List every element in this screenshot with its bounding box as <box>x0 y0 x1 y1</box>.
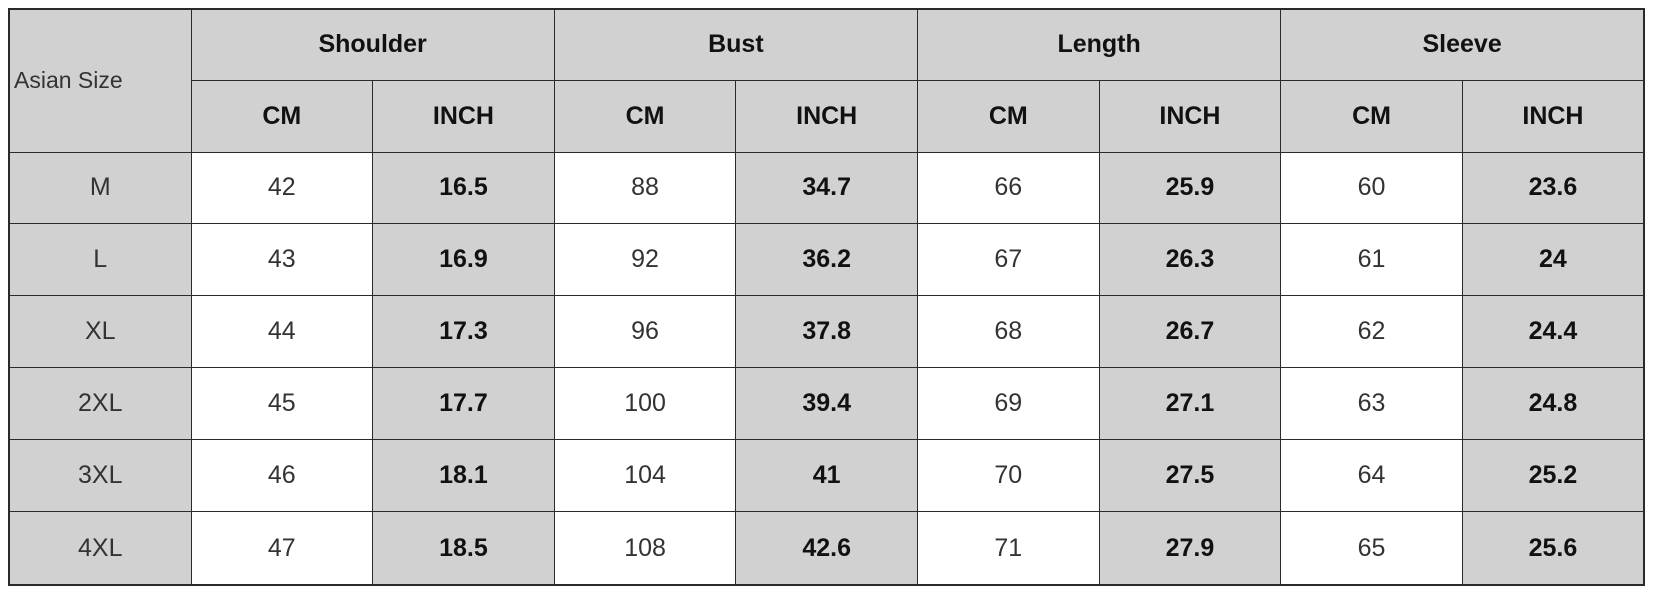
group-header-bust: Bust <box>553 8 919 81</box>
cm-value-cell: 66 <box>917 151 1100 225</box>
size-cell: 4XL <box>8 511 192 586</box>
inch-value-cell: 24.4 <box>1461 295 1645 369</box>
inch-value-cell: 36.2 <box>735 223 918 297</box>
cm-value-cell: 100 <box>553 367 737 441</box>
table-row: XL 44 17.3 96 37.8 68 26.7 62 24.4 <box>8 295 1645 369</box>
cm-value-cell: 60 <box>1280 151 1463 225</box>
inch-value-cell: 41 <box>735 439 918 513</box>
cm-value-cell: 47 <box>190 511 374 586</box>
inch-value-cell: 39.4 <box>735 367 918 441</box>
cm-value-cell: 108 <box>553 511 737 586</box>
cm-value-cell: 88 <box>553 151 737 225</box>
asian-size-header: Asian Size <box>8 8 192 153</box>
cm-value-cell: 62 <box>1280 295 1463 369</box>
inch-value-cell: 25.6 <box>1461 511 1645 586</box>
cm-value-cell: 71 <box>917 511 1100 586</box>
size-cell: 2XL <box>8 367 192 441</box>
group-header-length: Length <box>916 8 1282 81</box>
table-row: L 43 16.9 92 36.2 67 26.3 61 24 <box>8 223 1645 297</box>
unit-header-cm: CM <box>190 79 374 153</box>
cm-value-cell: 68 <box>917 295 1100 369</box>
cm-value-cell: 96 <box>553 295 737 369</box>
size-cell: XL <box>8 295 192 369</box>
inch-value-cell: 26.7 <box>1098 295 1282 369</box>
inch-value-cell: 25.2 <box>1461 439 1645 513</box>
cm-value-cell: 70 <box>917 439 1100 513</box>
cm-value-cell: 104 <box>553 439 737 513</box>
cm-value-cell: 46 <box>190 439 374 513</box>
inch-value-cell: 16.9 <box>372 223 555 297</box>
cm-value-cell: 69 <box>917 367 1100 441</box>
table-row: 4XL 47 18.5 108 42.6 71 27.9 65 25.6 <box>8 511 1645 586</box>
unit-header-cm: CM <box>553 79 737 153</box>
inch-value-cell: 26.3 <box>1098 223 1282 297</box>
group-header-sleeve: Sleeve <box>1280 8 1645 81</box>
cm-value-cell: 43 <box>190 223 374 297</box>
cm-value-cell: 64 <box>1280 439 1463 513</box>
inch-value-cell: 24.8 <box>1461 367 1645 441</box>
unit-header-cm: CM <box>1280 79 1463 153</box>
cm-value-cell: 61 <box>1280 223 1463 297</box>
unit-header-inch: INCH <box>372 79 555 153</box>
inch-value-cell: 27.1 <box>1098 367 1282 441</box>
size-cell: M <box>8 151 192 225</box>
unit-header-cm: CM <box>917 79 1100 153</box>
cm-value-cell: 65 <box>1280 511 1463 586</box>
cm-value-cell: 92 <box>553 223 737 297</box>
inch-value-cell: 17.3 <box>372 295 555 369</box>
inch-value-cell: 17.7 <box>372 367 555 441</box>
inch-value-cell: 16.5 <box>372 151 555 225</box>
inch-value-cell: 18.1 <box>372 439 555 513</box>
inch-value-cell: 18.5 <box>372 511 555 586</box>
table-row: 3XL 46 18.1 104 41 70 27.5 64 25.2 <box>8 439 1645 513</box>
unit-header-inch: INCH <box>1098 79 1282 153</box>
cm-value-cell: 42 <box>190 151 374 225</box>
table-row: M 42 16.5 88 34.7 66 25.9 60 23.6 <box>8 151 1645 225</box>
inch-value-cell: 42.6 <box>735 511 918 586</box>
inch-value-cell: 34.7 <box>735 151 918 225</box>
cm-value-cell: 67 <box>917 223 1100 297</box>
cm-value-cell: 63 <box>1280 367 1463 441</box>
inch-value-cell: 25.9 <box>1098 151 1282 225</box>
inch-value-cell: 23.6 <box>1461 151 1645 225</box>
inch-value-cell: 37.8 <box>735 295 918 369</box>
unit-header-inch: INCH <box>735 79 918 153</box>
inch-value-cell: 27.5 <box>1098 439 1282 513</box>
inch-value-cell: 27.9 <box>1098 511 1282 586</box>
size-cell: L <box>8 223 192 297</box>
unit-header-inch: INCH <box>1461 79 1645 153</box>
size-chart-table: Asian Size Shoulder Bust Length Sleeve CM IN… <box>8 8 1645 586</box>
cm-value-cell: 45 <box>190 367 374 441</box>
group-header-shoulder: Shoulder <box>190 8 555 81</box>
inch-value-cell: 24 <box>1461 223 1645 297</box>
table-row: 2XL 45 17.7 100 39.4 69 27.1 63 24.8 <box>8 367 1645 441</box>
size-cell: 3XL <box>8 439 192 513</box>
cm-value-cell: 44 <box>190 295 374 369</box>
